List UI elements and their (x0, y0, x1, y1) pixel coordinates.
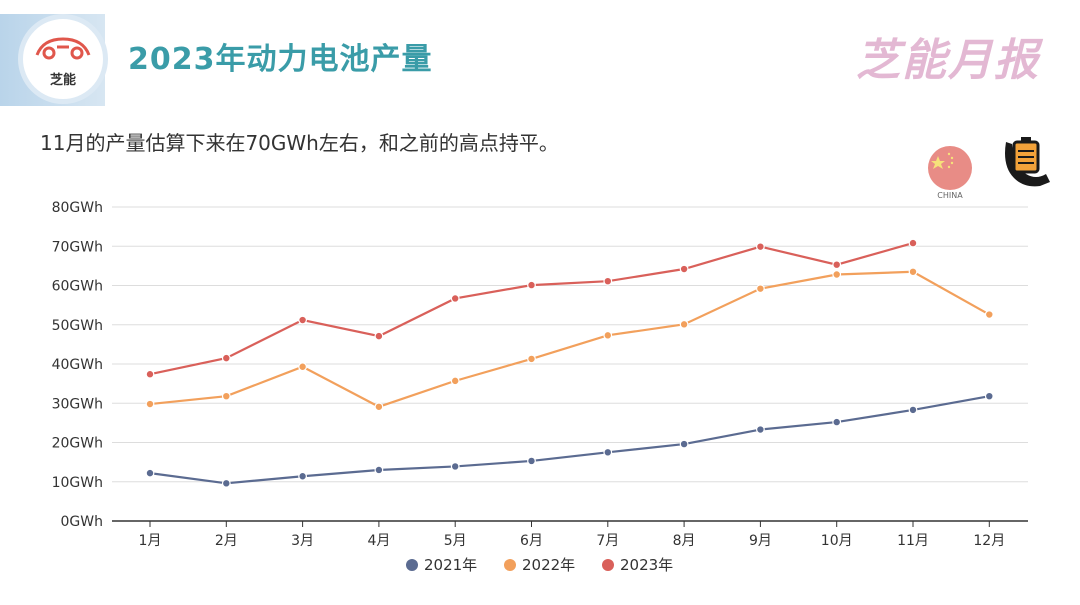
x-tick-label: 7月 (596, 533, 619, 549)
x-tick-label: 11月 (897, 533, 929, 549)
data-point (298, 471, 308, 481)
legend-label: 2023年 (620, 556, 673, 574)
data-point (527, 456, 536, 466)
series-2021年 (145, 391, 994, 488)
legend-marker (406, 559, 418, 571)
series-2023年 (145, 238, 918, 379)
x-tick-label: 10月 (821, 533, 853, 549)
legend: 2021年 2022年 2023年 (406, 556, 673, 574)
logo: 芝能 (18, 14, 108, 104)
data-point (756, 425, 765, 434)
y-tick-label: 80GWh (52, 200, 103, 216)
x-tick-label: 8月 (673, 533, 696, 549)
subtitle: 11月的产量估算下来在70GWh左右，和之前的高点持平。 (40, 131, 559, 155)
brand-title: 芝能月报 (856, 35, 1040, 86)
data-point (756, 242, 765, 252)
legend-label: 2022年 (522, 556, 575, 574)
y-tick-label: 50GWh (52, 318, 103, 334)
x-tick-label: 3月 (291, 533, 314, 549)
data-point (221, 478, 231, 488)
x-tick-label: 12月 (973, 533, 1005, 549)
data-point (450, 462, 460, 471)
data-point (908, 267, 918, 277)
x-tick-label: 9月 (749, 533, 772, 549)
y-tick-label: 10GWh (52, 475, 103, 491)
legend-marker (602, 559, 614, 571)
data-point (908, 405, 918, 415)
logo-text: 芝能 (49, 73, 76, 88)
data-point (298, 362, 308, 372)
y-tick-label: 0GWh (61, 514, 103, 530)
series-group (145, 238, 994, 488)
data-point (298, 315, 308, 325)
x-axis-ticks: 1月 2月 3月 4月 5月 6月 7月 8月 9月 10月 11月 12月 (139, 521, 1005, 549)
data-point (145, 399, 155, 409)
china-flag-icon (928, 146, 972, 190)
y-axis-ticks: 0GWh 10GWh 20GWh 30GWh 40GWh 50GWh 60GWh 70GWh 8… (52, 200, 103, 530)
data-point (603, 276, 613, 286)
data-point (603, 330, 613, 340)
data-point (145, 369, 155, 379)
y-tick-label: 20GWh (52, 436, 103, 452)
china-badge-label: CHINA (937, 191, 963, 200)
data-point (679, 319, 689, 329)
y-tick-label: 30GWh (52, 396, 103, 412)
data-point (374, 331, 384, 341)
data-point (679, 264, 689, 274)
data-point (450, 376, 460, 386)
data-point (374, 402, 384, 412)
data-point (984, 391, 994, 401)
data-point (832, 270, 842, 279)
x-tick-label: 1月 (139, 533, 162, 549)
data-point (374, 465, 384, 475)
series-line (149, 270, 990, 408)
data-point (527, 280, 536, 290)
data-point (527, 354, 536, 364)
data-point (832, 417, 842, 427)
data-point (603, 447, 613, 457)
y-tick-label: 70GWh (52, 239, 103, 255)
y-tick-label: 60GWh (52, 279, 103, 295)
data-point (679, 439, 689, 449)
legend-marker (504, 559, 516, 571)
battery-wrench-icon (1005, 137, 1050, 187)
data-point (832, 260, 842, 270)
data-point (145, 468, 155, 478)
data-point (908, 238, 918, 248)
x-tick-label: 6月 (520, 533, 543, 549)
x-tick-label: 2月 (215, 533, 238, 549)
data-point (450, 294, 460, 303)
data-point (221, 353, 231, 363)
legend-label: 2021年 (424, 556, 477, 574)
grid-lines (112, 206, 1028, 483)
series-2022年 (145, 267, 994, 412)
data-point (984, 310, 994, 319)
series-line (149, 395, 990, 485)
y-tick-label: 40GWh (52, 357, 103, 373)
car-logo-icon (35, 37, 91, 60)
x-tick-label: 4月 (367, 533, 390, 549)
x-tick-label: 5月 (444, 533, 467, 549)
data-point (221, 391, 231, 401)
page-title: 2023年动力电池产量 (128, 42, 433, 77)
data-point (756, 284, 765, 294)
